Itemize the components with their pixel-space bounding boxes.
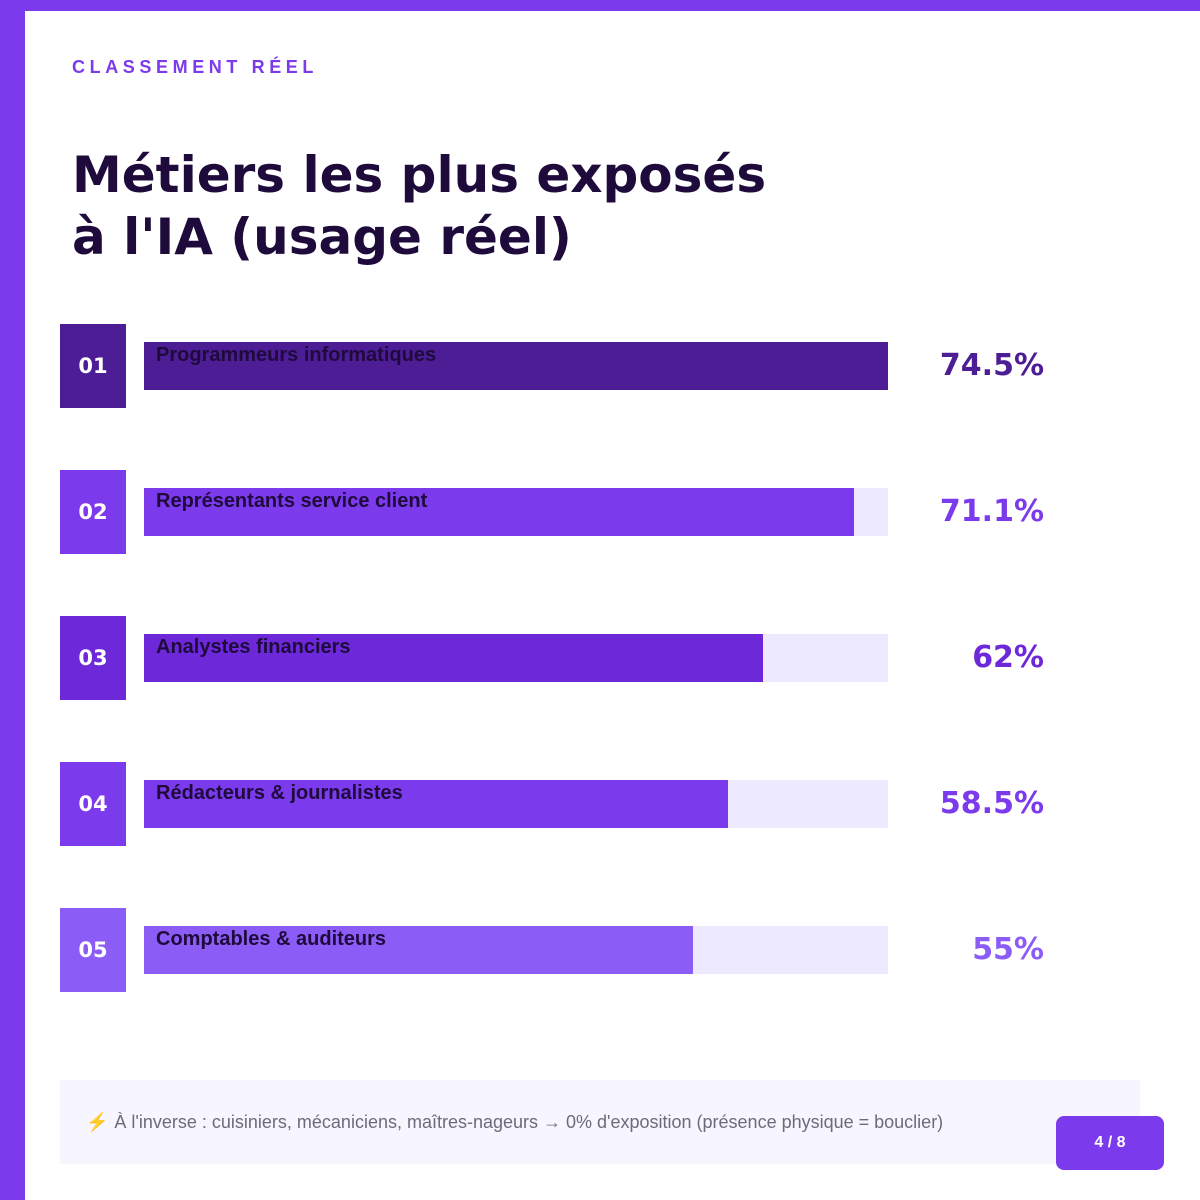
bar-label: Comptables & auditeurs (156, 928, 387, 950)
rank-badge: 02 (60, 470, 126, 554)
top-accent-bar (0, 0, 1200, 11)
value-label: 74.5% (939, 348, 1044, 383)
bar (144, 488, 855, 536)
bar-label: Analystes financiers (156, 636, 351, 658)
bar-chart: 01 Programmeurs informatiques 74.5% 02 Repré… (60, 324, 1044, 992)
value-label: 62% (972, 640, 1044, 675)
rank-badge: 03 (60, 616, 126, 700)
bar (144, 342, 888, 390)
bar-track (144, 780, 888, 828)
bar-label: Représentants service client (156, 490, 428, 512)
bar-track (144, 342, 888, 390)
bar (144, 926, 694, 974)
rank-badge: 05 (60, 908, 126, 992)
left-accent-bar (0, 0, 25, 1200)
footer-note: ⚡ À l'inverse : cuisiniers, mécaniciens,… (60, 1080, 1140, 1164)
rank-badge: 04 (60, 762, 126, 846)
eyebrow-label: CLASSEMENT RÉEL (72, 57, 319, 77)
bar-label: Programmeurs informatiques (156, 344, 437, 366)
bar-label: Rédacteurs & journalistes (156, 782, 403, 804)
footer-note-text: À l'inverse : cuisiniers, mécaniciens, m… (114, 1111, 944, 1132)
rank-badge: 01 (60, 324, 126, 408)
bar-track (144, 634, 888, 682)
page-title: Métiers les plus exposés à l'IA (usage r… (72, 144, 766, 268)
bar (144, 780, 729, 828)
value-label: 71.1% (939, 494, 1044, 529)
value-label: 55% (972, 932, 1044, 967)
page-indicator[interactable]: 4 / 8 (1056, 1116, 1164, 1170)
bar-track (144, 488, 888, 536)
title-line-2: à l'IA (usage réel) (72, 208, 572, 266)
lightning-icon: ⚡ (86, 1111, 109, 1132)
bar (144, 634, 764, 682)
title-line-1: Métiers les plus exposés (72, 146, 767, 204)
value-label: 58.5% (939, 786, 1044, 821)
bar-track (144, 926, 888, 974)
